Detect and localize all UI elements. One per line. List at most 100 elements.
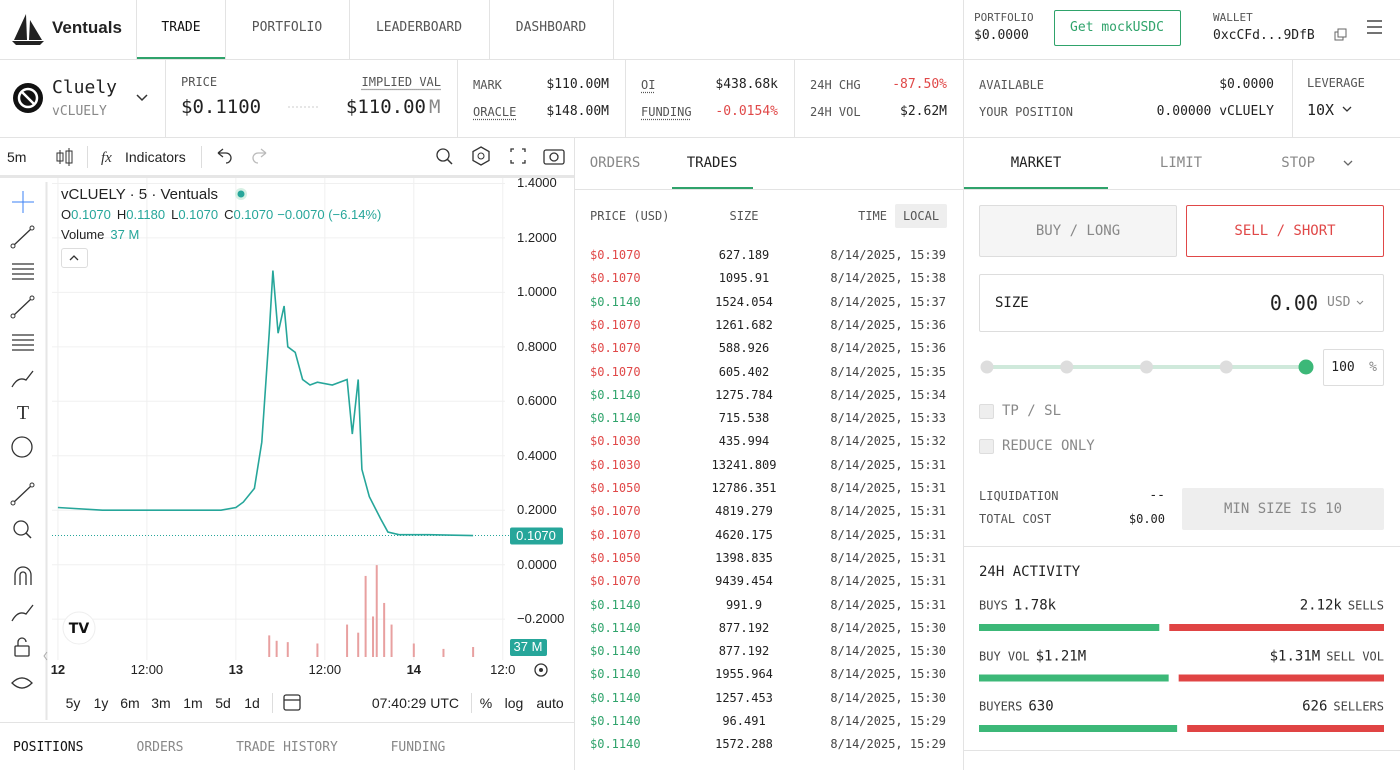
buy-button[interactable] [979, 205, 1177, 257]
range-button[interactable]: 6m [120, 695, 140, 711]
range-button[interactable]: 3m [151, 695, 171, 711]
stat-label: YOUR POSITION [979, 105, 1073, 119]
activity-sell-name: SELLERS [1333, 699, 1384, 714]
y-tick-label: −0.2000 [517, 611, 565, 627]
copy-icon [1337, 28, 1347, 38]
sell-button[interactable] [1186, 205, 1384, 257]
tp-sl-label: TP / SL [1002, 403, 1062, 419]
tp-sl-checkbox[interactable] [979, 404, 994, 419]
activity-sell-bar [1178, 674, 1384, 682]
ohlc-value: 0.1070 [178, 207, 219, 222]
nav-tab[interactable]: TRADE [161, 20, 201, 35]
nav-tab[interactable]: LEADERBOARD [375, 20, 463, 35]
stat-label: OI [641, 78, 656, 92]
collapse-button[interactable] [61, 248, 88, 268]
buy-button-text[interactable]: BUY / LONG [1035, 223, 1121, 239]
active-tab-underline [964, 187, 1108, 189]
ohlc-legend: O0.1070 H0.1180 L0.1070 C0.1070 −0.0070 (−6.… [61, 207, 381, 223]
faucet-button-text[interactable]: Get mockUSDC [1070, 20, 1164, 35]
redo-icon [252, 148, 267, 164]
interval-button[interactable]: 5m [7, 149, 27, 165]
trade-price: $0.1140 [590, 597, 641, 612]
range-button[interactable]: 1m [183, 695, 203, 711]
slider-knob[interactable] [1298, 359, 1314, 375]
trade-price: $0.1050 [590, 481, 641, 495]
activity-buy-name: BUYERS [979, 699, 1023, 714]
trade-size: 1095.91 [718, 271, 770, 286]
implied-val-unit: M [429, 96, 441, 118]
x-tick-label: 14 [406, 662, 422, 677]
timezone-toggle[interactable] [895, 204, 947, 228]
range-button[interactable]: 5d [215, 695, 231, 711]
bottom-tab[interactable]: ORDERS [136, 740, 184, 755]
price: $0.1100 [181, 96, 262, 118]
line-tool [29, 482, 35, 488]
trade-price: $0.1030 [590, 457, 641, 472]
ohlc-value: 0.1070 [233, 207, 274, 222]
range-button[interactable]: 1d [244, 695, 260, 711]
range-button[interactable]: 1y [93, 695, 109, 711]
order-tab[interactable]: MARKET [1010, 155, 1062, 171]
trade-time: 8/14/2025, 15:34 [830, 387, 946, 402]
nav-tab[interactable]: PORTFOLIO [251, 20, 323, 35]
volume-tag [510, 639, 547, 656]
text-tool: T [17, 402, 29, 424]
reduce-only-checkbox[interactable] [979, 439, 994, 454]
scale-option[interactable]: log [504, 695, 524, 711]
trade-size: 4620.175 [715, 527, 773, 542]
activity-sell-bar [1169, 624, 1384, 631]
zoom-icon [436, 148, 450, 162]
line-tool [12, 227, 33, 247]
stat-value: $148.00M [546, 104, 609, 119]
stat-label: AVAILABLE [979, 78, 1045, 92]
volume-bar [364, 575, 367, 657]
indicators-button[interactable]: Indicators [125, 149, 186, 165]
bottom-tab[interactable]: POSITIONS [13, 740, 84, 755]
trades-header: SIZE [729, 209, 759, 223]
submit-button-text[interactable]: MIN SIZE IS 10 [1223, 501, 1343, 517]
ohlc-key: O [61, 207, 72, 222]
percent-input[interactable] [1323, 349, 1384, 386]
trade-size: 1524.054 [715, 294, 773, 309]
range-button[interactable]: 5y [65, 695, 81, 711]
trade-price: $0.1070 [590, 317, 641, 332]
sell-button-text[interactable]: SELL / SHORT [1234, 223, 1336, 239]
trade-price: $0.1140 [590, 667, 641, 682]
y-tick-label: 1.0000 [517, 284, 557, 300]
nav-tab[interactable]: DASHBOARD [515, 20, 587, 35]
slider-step [1140, 360, 1153, 374]
volume-tag-label: 37 M [513, 639, 543, 654]
trade-size: 1261.682 [715, 317, 773, 332]
activity-sell-name: SELLS [1347, 598, 1384, 613]
volume-bar [412, 643, 415, 657]
order-tab[interactable]: STOP [1281, 155, 1315, 171]
order-tab[interactable]: LIMIT [1159, 155, 1203, 171]
activity-sell: $1.31M SELL VOL [1270, 648, 1384, 665]
volume-bar [442, 648, 445, 657]
scale-option[interactable]: auto [536, 695, 564, 711]
y-tick-label: 0.6000 [517, 393, 557, 409]
last-price-label: 0.1070 [516, 527, 556, 543]
stat-label: MARK [473, 78, 502, 92]
axis-settings-icon [534, 663, 548, 677]
size-label: SIZE [995, 295, 1029, 311]
brush-tool [11, 604, 34, 622]
undo-icon [217, 148, 232, 164]
size-input[interactable] [979, 274, 1384, 332]
y-tick-label: 0.2000 [517, 502, 557, 518]
trades-tab[interactable]: ORDERS [589, 155, 641, 171]
leverage[interactable]: 10X [1307, 101, 1335, 119]
scale-option[interactable]: % [479, 695, 493, 711]
submit-button[interactable] [1182, 488, 1384, 530]
trades-tab[interactable]: TRADES [686, 155, 738, 171]
bottom-tab[interactable]: FUNDING [390, 740, 446, 755]
activity-buy-bar [979, 624, 1160, 631]
volume-name: Volume [61, 227, 105, 242]
faucet-button[interactable] [1054, 10, 1181, 46]
trade-time: 8/14/2025, 15:30 [830, 690, 946, 705]
trade-size: 4819.279 [715, 504, 773, 519]
bottom-tab[interactable]: TRADE HISTORY [236, 740, 338, 755]
tv-logo [62, 611, 96, 645]
timezone-label[interactable]: LOCAL [902, 209, 940, 223]
settings-icon [472, 146, 490, 166]
